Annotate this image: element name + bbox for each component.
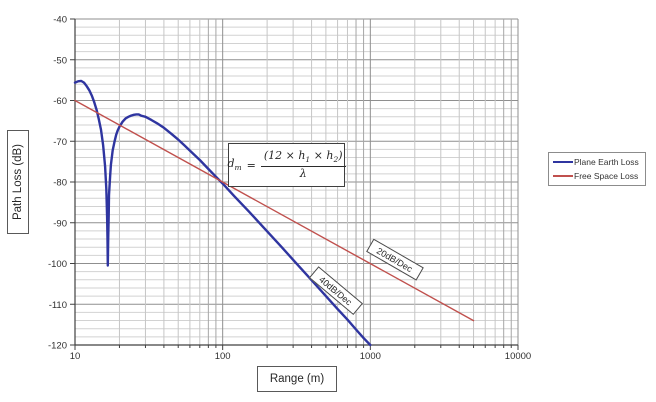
y-tick-label: -60 [53,96,67,107]
x-tick-label: 1000 [360,351,381,362]
y-tick-label: -40 [53,15,67,26]
y-tick-label: -100 [48,259,67,270]
legend-item-free-space-loss: Free Space Loss [553,171,641,181]
formula-equals: = [246,158,256,172]
legend-item-plane-earth-loss: Plane Earth Loss [553,157,641,167]
x-tick-label: 100 [215,351,231,362]
plane-earth-loss-line-sample [553,160,573,164]
x-tick-label: 10 [70,351,81,362]
y-axis-title-text: Path Loss (dB) [12,143,24,221]
formula-numerator: (12 × h1 × h2) [260,149,346,167]
y-axis-title: Path Loss (dB) [7,130,29,234]
formula-lhs: dm [227,157,242,173]
legend-label: Free Space Loss [574,171,639,181]
legend-label: Plane Earth Loss [574,157,639,167]
x-axis-title-text: Range (m) [269,373,325,385]
legend: Plane Earth Loss Free Space Loss [548,152,646,186]
x-tick-label: 10000 [505,351,531,362]
y-tick-label: -120 [48,341,67,352]
breakpoint-formula-annotation: dm = (12 × h1 × h2) λ [227,143,346,187]
free-space-loss-line-sample [553,175,573,177]
free-space-loss-curve [74,99,475,322]
formula-denominator: λ [299,166,307,180]
y-tick-label: -50 [53,55,67,66]
y-tick-label: -80 [53,178,67,189]
y-tick-label: -110 [49,300,67,311]
y-tick-label: -70 [53,137,67,148]
y-tick-label: -90 [53,218,67,229]
formula-fraction: (12 × h1 × h2) λ [260,149,346,180]
x-axis-title: Range (m) [257,366,337,392]
plane-earth-loss-curve [73,79,372,347]
